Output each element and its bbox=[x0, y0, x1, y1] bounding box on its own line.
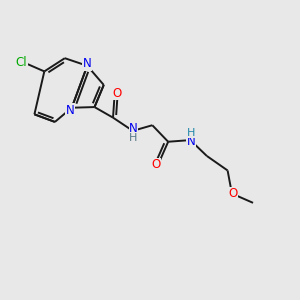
Text: N: N bbox=[187, 135, 195, 148]
Text: O: O bbox=[228, 187, 237, 200]
Text: N: N bbox=[66, 104, 74, 117]
Text: N: N bbox=[129, 122, 138, 135]
Text: O: O bbox=[113, 87, 122, 100]
Text: O: O bbox=[151, 158, 160, 171]
Text: H: H bbox=[129, 133, 138, 143]
Text: N: N bbox=[83, 57, 92, 70]
Text: H: H bbox=[187, 128, 195, 138]
Text: Cl: Cl bbox=[15, 56, 27, 69]
